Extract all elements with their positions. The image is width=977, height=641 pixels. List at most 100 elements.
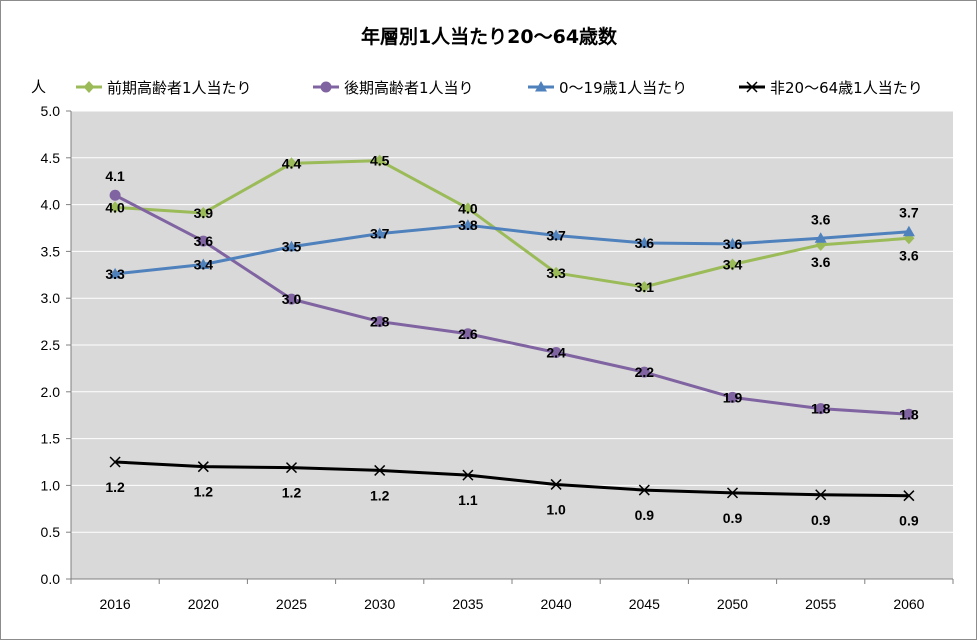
data-point — [727, 258, 738, 271]
data-label: 0.9 — [723, 510, 743, 526]
data-label: 3.7 — [899, 205, 919, 221]
data-point — [462, 202, 474, 215]
data-point — [374, 316, 386, 328]
data-point — [550, 478, 562, 490]
data-point — [550, 346, 562, 358]
x-tick-label: 2050 — [717, 596, 748, 612]
data-label: 3.6 — [811, 211, 831, 227]
data-point — [109, 456, 121, 468]
y-tick-label: 4.5 — [41, 150, 61, 166]
x-tick-label: 2045 — [629, 596, 660, 612]
y-tick-label: 1.0 — [41, 477, 61, 493]
series-layer — [109, 154, 915, 502]
gridlines — [71, 110, 953, 533]
series-line — [115, 460, 909, 498]
data-point — [462, 469, 474, 481]
legend-item: 0～19歳1人当たり — [528, 79, 687, 97]
data-label: 2.6 — [458, 326, 478, 342]
x-tick-label: 2060 — [893, 596, 924, 612]
data-label: 1.9 — [723, 389, 743, 405]
data-label: 3.1 — [635, 279, 655, 295]
x-tick-label: 2025 — [276, 596, 307, 612]
data-label: 2.8 — [370, 314, 390, 330]
data-point — [814, 232, 827, 243]
y-tick-label: 0.0 — [41, 571, 61, 587]
data-point — [726, 237, 739, 249]
data-point — [815, 489, 827, 501]
data-point — [815, 403, 827, 415]
data-point — [373, 227, 386, 239]
x-tick-label: 2016 — [100, 596, 131, 612]
data-point — [638, 484, 650, 496]
data-label: 3.9 — [194, 205, 214, 221]
data-point — [197, 207, 209, 220]
data-label: 1.8 — [899, 406, 919, 422]
data-point — [550, 229, 563, 240]
data-label: 0.9 — [899, 513, 919, 529]
data-point — [197, 461, 209, 473]
legend-item: 前期高齢者1人当たり — [76, 79, 252, 97]
data-point — [197, 258, 210, 270]
data-label: 2.2 — [635, 364, 655, 380]
x-tick-label: 2055 — [805, 596, 836, 612]
y-tick-label: 3.0 — [41, 290, 61, 306]
y-tick-label: 4.0 — [41, 197, 61, 213]
series-line — [114, 223, 910, 276]
data-label: 3.6 — [194, 233, 214, 249]
data-point — [320, 81, 332, 93]
data-point — [638, 366, 650, 378]
legend-label: 前期高齢者1人当たり — [107, 79, 252, 97]
y-tick-label: 1.5 — [41, 431, 61, 447]
data-point — [550, 266, 562, 279]
data-point — [109, 189, 121, 201]
x-tick-label: 2040 — [541, 596, 572, 612]
y-tick-label: 3.5 — [41, 243, 61, 259]
y-tick-label: 2.0 — [41, 384, 61, 400]
data-point — [109, 267, 122, 279]
data-label: 1.1 — [458, 492, 478, 508]
data-label: 3.0 — [282, 291, 302, 307]
data-point — [727, 391, 738, 403]
data-label: 4.4 — [282, 155, 302, 171]
data-label: 4.1 — [105, 168, 125, 184]
data-label: 3.6 — [899, 247, 919, 263]
data-point — [726, 487, 739, 499]
data-label: 1.2 — [194, 484, 214, 500]
y-tick-label: 5.0 — [41, 103, 61, 119]
data-label: 4.0 — [458, 200, 478, 216]
x-tick-label: 2030 — [364, 596, 395, 612]
data-point — [197, 235, 209, 247]
data-label: 3.3 — [546, 265, 566, 281]
data-label: 3.7 — [370, 226, 390, 242]
data-label: 0.9 — [811, 512, 831, 528]
data-point — [109, 201, 121, 214]
y-axis-label: 人 — [31, 78, 46, 96]
y-tick-label: 0.5 — [41, 524, 61, 540]
legend: 前期高齢者1人当たり 後期高齢者1人当り 0～19歳1人当たり 非20～64歳1人当た… — [76, 79, 923, 97]
data-point — [83, 81, 95, 93]
data-point — [903, 490, 915, 502]
data-label: 3.4 — [194, 257, 214, 273]
data-labels: 4.0 3.9 4.4 4.5 4.0 3.3 3.1 3.4 3.6 3.6 4.1 3.6 3.0 2… — [105, 153, 918, 529]
axes: 0.0 0.5 1.0 1.5 2.0 2.5 3.0 3.5 4.0 4.5 5.0 2016 202… — [41, 103, 954, 612]
data-label: 2.4 — [546, 344, 566, 360]
data-point — [638, 280, 650, 293]
data-label: 1.2 — [370, 487, 390, 503]
data-point — [902, 225, 915, 237]
data-label: 0.9 — [635, 507, 655, 523]
series — [109, 456, 915, 502]
series — [109, 154, 915, 293]
data-point — [638, 236, 651, 248]
data-point — [285, 240, 298, 252]
legend-label: 非20～64歳1人当たり — [770, 79, 923, 97]
data-point — [462, 328, 474, 340]
data-label: 3.6 — [723, 236, 743, 252]
data-point — [746, 81, 758, 93]
chart-title: 年層別1人当たり20～64歳数 — [361, 25, 618, 48]
data-label: 3.5 — [282, 239, 302, 255]
data-point — [374, 154, 386, 167]
data-point — [285, 462, 298, 474]
legend-item: 非20～64歳1人当たり — [739, 79, 923, 97]
